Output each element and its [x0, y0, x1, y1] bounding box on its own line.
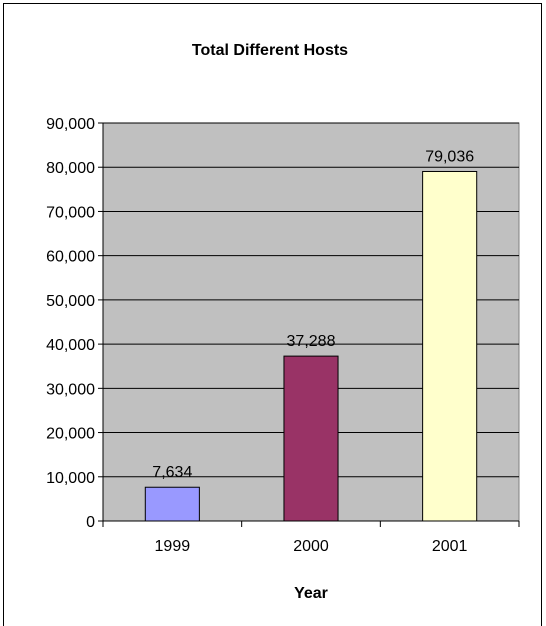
y-tick-label: 10,000 — [46, 470, 95, 487]
chart-title: Total Different Hosts — [192, 42, 348, 59]
y-tick-label: 80,000 — [46, 160, 95, 177]
x-axis-title: Year — [294, 585, 328, 602]
x-axis-ticks: 1999 2000 2001 — [102, 521, 520, 555]
bars — [144, 170, 478, 522]
y-tick-label: 60,000 — [46, 249, 95, 266]
bar-1999 — [144, 486, 200, 522]
y-tick-label: 0 — [86, 514, 95, 531]
data-label-2000: 37,288 — [287, 333, 336, 350]
data-label-1999: 7,634 — [152, 464, 192, 481]
x-tick-label-1999: 1999 — [155, 538, 191, 555]
y-axis-ticks: 0 10,000 20,000 30,000 40,000 50,000 60,000 70,… — [46, 116, 103, 531]
y-tick-label: 50,000 — [46, 293, 95, 310]
data-labels: 7,634 37,288 79,036 — [152, 148, 474, 481]
y-tick-label: 70,000 — [46, 204, 95, 221]
y-tick-label: 40,000 — [46, 337, 95, 354]
y-tick-label: 30,000 — [46, 381, 95, 398]
bar-2001 — [422, 170, 478, 522]
data-label-2001: 79,036 — [425, 148, 474, 165]
bar-2000 — [283, 355, 339, 522]
y-tick-label: 90,000 — [46, 116, 95, 133]
x-tick-label-2001: 2001 — [432, 538, 468, 555]
x-tick-label-2000: 2000 — [293, 538, 329, 555]
y-tick-label: 20,000 — [46, 426, 95, 443]
